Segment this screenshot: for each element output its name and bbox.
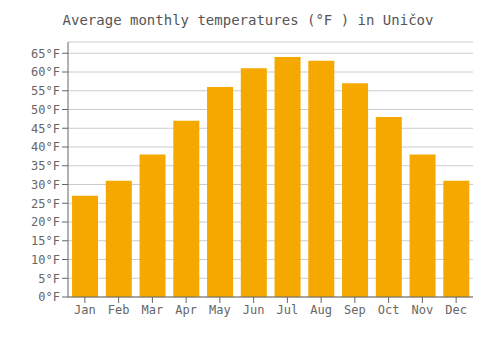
svg-text:50°F: 50°F: [31, 103, 60, 117]
svg-text:20°F: 20°F: [31, 215, 60, 229]
svg-text:25°F: 25°F: [31, 197, 60, 211]
svg-text:35°F: 35°F: [31, 159, 60, 173]
svg-text:May: May: [209, 303, 231, 317]
svg-text:45°F: 45°F: [31, 122, 60, 136]
html-text:Average monthly temperatures (: Average monthly temperatures (°F ) in Un…: [62, 12, 434, 28]
svg-text:30°F: 30°F: [31, 178, 60, 192]
svg-text:5°F: 5°F: [38, 272, 60, 286]
svg-text:65°F: 65°F: [31, 47, 60, 61]
svg-text:Jun: Jun: [243, 303, 265, 317]
svg-text:Apr: Apr: [175, 303, 197, 317]
svg-text:Jul: Jul: [277, 303, 299, 317]
svg-text:Nov: Nov: [412, 303, 434, 317]
svg-text:55°F: 55°F: [31, 84, 60, 98]
svg-text:Dec: Dec: [445, 303, 467, 317]
svg-text:10°F: 10°F: [31, 253, 60, 267]
svg-text:Mar: Mar: [142, 303, 164, 317]
svg-text:Sep: Sep: [344, 303, 366, 317]
svg-text:Oct: Oct: [378, 303, 400, 317]
svg-text:Aug: Aug: [310, 303, 332, 317]
svg-text:0°F: 0°F: [38, 290, 60, 304]
svg-text:60°F: 60°F: [31, 65, 60, 79]
svg-text:40°F: 40°F: [31, 140, 60, 154]
svg-text:Jan: Jan: [74, 303, 96, 317]
svg-text:Feb: Feb: [108, 303, 130, 317]
svg-text:15°F: 15°F: [31, 234, 60, 248]
